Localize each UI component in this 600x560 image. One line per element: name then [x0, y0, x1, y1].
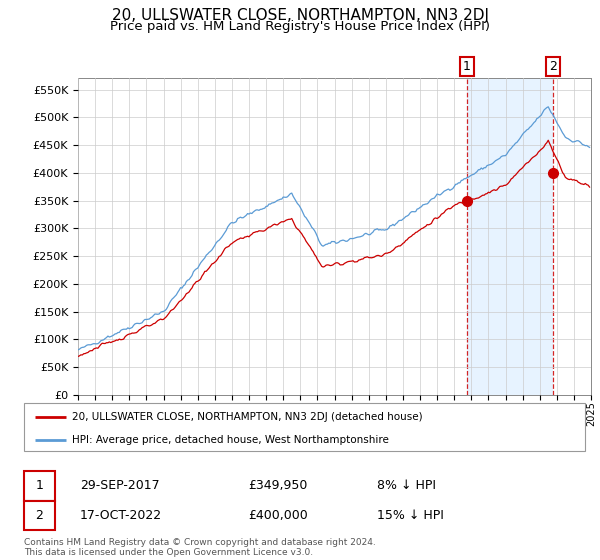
Text: Contains HM Land Registry data © Crown copyright and database right 2024.
This d: Contains HM Land Registry data © Crown c… [24, 538, 376, 557]
Text: HPI: Average price, detached house, West Northamptonshire: HPI: Average price, detached house, West… [71, 435, 389, 445]
Text: Price paid vs. HM Land Registry's House Price Index (HPI): Price paid vs. HM Land Registry's House … [110, 20, 490, 33]
Text: £349,950: £349,950 [248, 479, 308, 492]
Text: 1: 1 [463, 60, 471, 73]
Text: 15% ↓ HPI: 15% ↓ HPI [377, 508, 445, 522]
Text: 17-OCT-2022: 17-OCT-2022 [80, 508, 162, 522]
Text: 29-SEP-2017: 29-SEP-2017 [80, 479, 160, 492]
Bar [24, 471, 55, 501]
Text: 20, ULLSWATER CLOSE, NORTHAMPTON, NN3 2DJ: 20, ULLSWATER CLOSE, NORTHAMPTON, NN3 2D… [112, 8, 488, 24]
Bar [24, 501, 55, 530]
Bar [467, 78, 553, 395]
Text: £400,000: £400,000 [248, 508, 308, 522]
Text: 2: 2 [35, 508, 43, 522]
Text: 8% ↓ HPI: 8% ↓ HPI [377, 479, 436, 492]
Text: 1: 1 [35, 479, 43, 492]
Text: 20, ULLSWATER CLOSE, NORTHAMPTON, NN3 2DJ (detached house): 20, ULLSWATER CLOSE, NORTHAMPTON, NN3 2D… [71, 412, 422, 422]
Text: 2: 2 [549, 60, 557, 73]
